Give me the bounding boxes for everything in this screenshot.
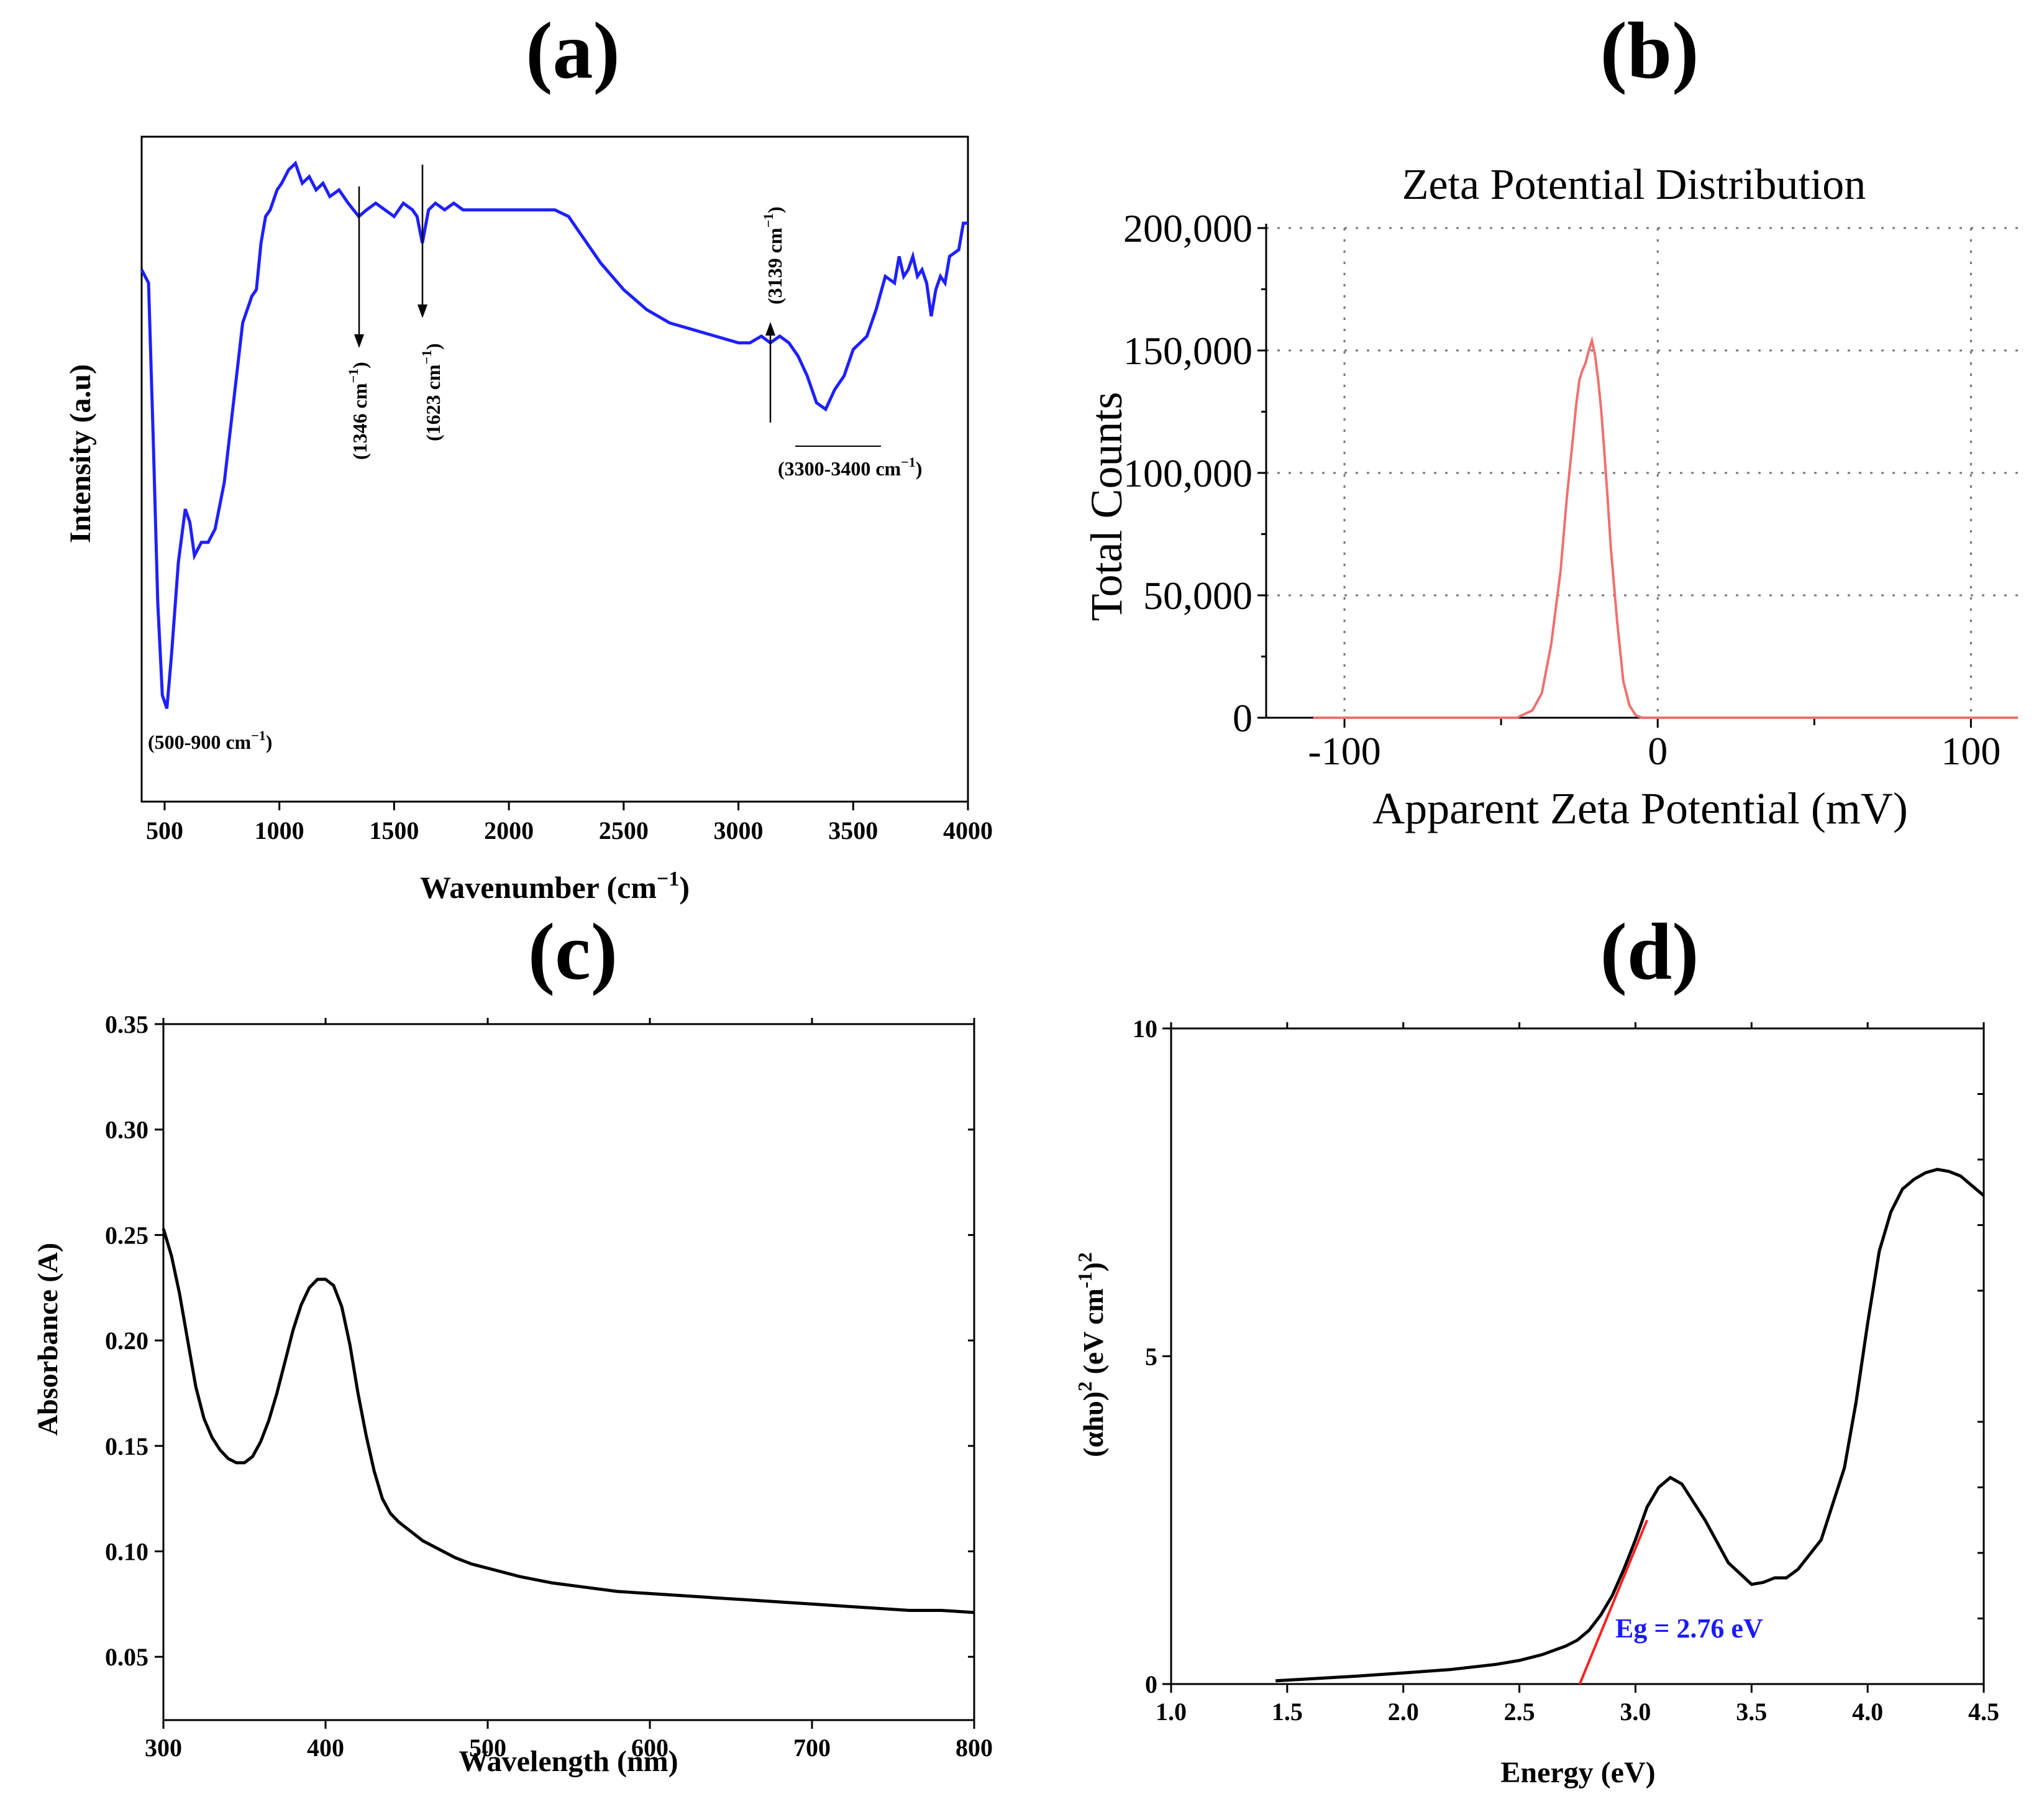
y-tick-label: 0.10 [105,1537,148,1565]
panel-c-x-axis-label: Wavelength (nm) [459,1745,678,1778]
x-tick-label: 3.5 [1736,1698,1767,1726]
panel-c: (c) 300 400 500 600 700 800 0.05 0.10 0.15 0.20 0.… [32,907,993,1778]
y-tick-label: 200,000 [1123,206,1252,250]
panel-b-ticks: 0 50,000 100,000 150,000 200,000 -100 0 100 [1123,206,2001,773]
annotation-3300-3400: (3300-3400 cm−1) [778,454,922,480]
x-tick-label: 700 [793,1734,831,1762]
y-tick-label: 10 [1133,1015,1157,1043]
x-tick-label: 300 [145,1734,182,1762]
panel-d-bandgap-annotation: Eg = 2.76 eV [1615,1613,1763,1644]
panel-a-y-axis-label: Intensity (a.u) [64,364,97,543]
panel-a: (a) 500 1000 1500 2000 2500 3000 3500 4000 (500… [64,6,993,905]
x-tick-label: 2.5 [1504,1698,1535,1726]
y-tick-label: 100,000 [1123,451,1252,495]
x-tick-label: 4.5 [1968,1698,1999,1726]
panel-b-series-line [1313,336,2018,719]
y-tick-label: 150,000 [1123,329,1252,373]
panel-a-axes-frame [140,135,969,803]
y-tick-label: 0.05 [105,1643,148,1671]
x-tick-label: 400 [307,1734,344,1762]
y-tick-label: 0.15 [105,1432,148,1460]
panel-d-label: (d) [1600,907,1699,997]
panel-c-ticks: 300 400 500 600 700 800 0.05 0.10 0.15 0.20 0.25 0.… [105,1010,993,1762]
x-tick-label: 4.0 [1852,1698,1883,1726]
panel-b-x-axis-label: Apparent Zeta Potential (mV) [1372,784,1908,833]
panel-d-linear-fit-line [1578,1519,1648,1685]
panel-b-grid [1266,227,2019,718]
panel-d-y-axis-label: (αhυ)2 (eV cm-1)2 [1074,1252,1109,1457]
x-tick-label: 800 [956,1734,993,1762]
panel-c-series-line [162,1228,975,1614]
x-tick-label: 1500 [369,817,419,845]
x-tick-label: 2.0 [1388,1698,1419,1726]
x-tick-label: 500 [469,1734,506,1762]
panel-a-series-line [140,160,968,710]
x-tick-label: 3000 [714,817,764,845]
arrow-1623-head [417,304,427,318]
panel-b: (b) Zeta Potential Distribution 0 50,000 1… [1082,6,2019,833]
x-tick-label: 3.0 [1620,1698,1651,1726]
panel-a-label: (a) [526,6,620,96]
annotation-500-900: (500-900 cm−1) [148,728,272,753]
y-tick-label: 0.35 [105,1010,148,1038]
panel-d-x-axis-label: Energy (eV) [1500,1756,1655,1789]
x-tick-label: 3500 [828,817,878,845]
x-tick-label: 2000 [484,817,534,845]
panel-d: (d) 1.0 1.5 2.0 2.5 3.0 3.5 4.0 4.5 0 5 10 Eg = 2.… [1074,907,1999,1789]
annotation-1623: (1623 cm−1) [419,343,444,441]
x-tick-label: 100 [1941,729,2001,773]
x-tick-label: 1.5 [1272,1698,1303,1726]
panel-b-title: Zeta Potential Distribution [1402,161,1866,209]
panel-a-x-axis-label: Wavenumber (cm−1) [420,867,690,905]
y-tick-label: 5 [1145,1343,1157,1371]
x-tick-label: 1000 [255,817,304,845]
y-tick-label: 0 [1145,1670,1157,1698]
panel-b-y-axis-label: Total Counts [1082,392,1131,621]
y-tick-label: 0 [1233,696,1252,740]
x-tick-label: 4000 [943,817,993,845]
x-tick-label: 500 [146,817,183,845]
panel-c-axes-frame [162,1023,975,1721]
y-tick-label: 0.25 [105,1221,148,1249]
arrow-3139-head [765,322,775,336]
panel-d-ticks: 1.0 1.5 2.0 2.5 3.0 3.5 4.0 4.5 0 5 10 [1133,1015,1999,1726]
panel-d-series-line [1275,1168,1985,1683]
panel-b-label: (b) [1600,6,1699,96]
y-tick-label: 0.20 [105,1327,148,1355]
y-tick-label: 0.30 [105,1116,148,1144]
x-tick-label: 2500 [599,817,649,845]
x-tick-label: 0 [1648,729,1668,773]
arrow-1346-head [354,334,364,348]
x-tick-label: 1.0 [1156,1698,1187,1726]
annotation-1346: (1346 cm−1) [345,362,371,460]
x-tick-label: -100 [1308,729,1380,773]
y-tick-label: 50,000 [1143,574,1252,618]
panel-c-label: (c) [528,907,618,997]
panel-c-y-axis-label: Absorbance (A) [32,1243,63,1435]
annotation-3139: (3139 cm−1) [760,206,786,304]
x-tick-label: 600 [631,1734,668,1762]
panel-a-x-ticks: 500 1000 1500 2000 2500 3000 3500 4000 [146,802,993,845]
